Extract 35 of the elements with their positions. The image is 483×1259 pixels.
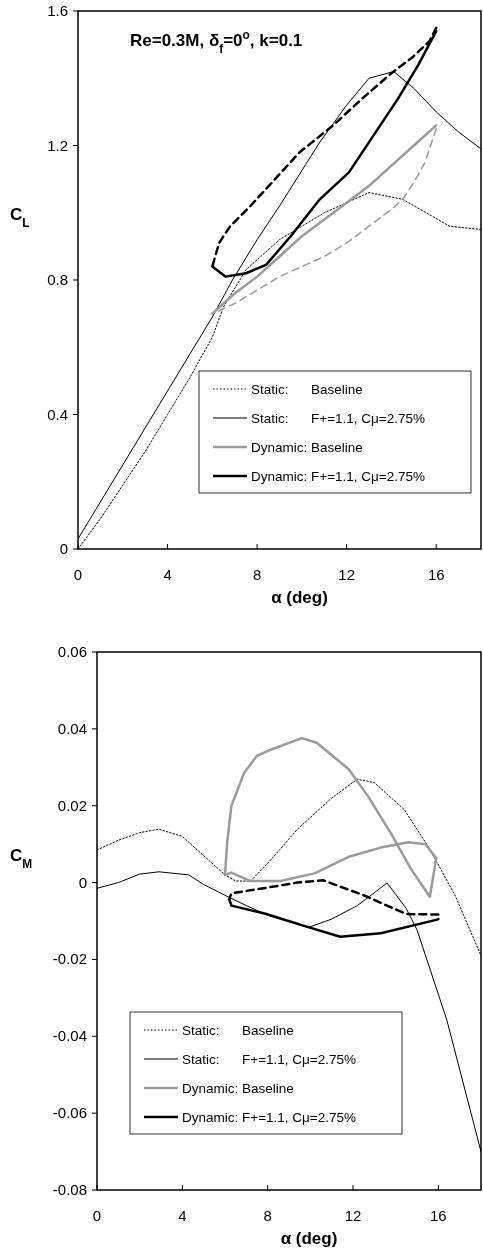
- y-tick-label: 1.6: [47, 2, 68, 19]
- legend-label: Dynamic: Baseline: [251, 440, 363, 455]
- legend-label: Static: F+=1.1, Cμ=2.75%: [251, 411, 425, 426]
- legend-label: Dynamic: F+=1.1, Cμ=2.75%: [251, 469, 425, 484]
- legend-label: Dynamic: Baseline: [182, 1081, 294, 1096]
- y-tick-label: -0.02: [52, 950, 87, 968]
- legend-label: Static: Baseline: [182, 1023, 294, 1038]
- y-tick-label: 0.04: [57, 719, 87, 737]
- y-tick-label: 0.06: [57, 643, 87, 660]
- legend-label: Static: F+=1.1, Cμ=2.75%: [182, 1052, 356, 1067]
- x-tick-label: 4: [178, 1207, 187, 1224]
- x-tick-label: 4: [163, 566, 172, 583]
- text: Re=0.3M, δ$_{f}$=0$^{o}$, k=0.1: [130, 28, 303, 56]
- x-tick-label: 16: [427, 566, 445, 583]
- legend-label: Dynamic: F+=1.1, Cμ=2.75%: [182, 1110, 356, 1125]
- y-tick-label: -0.04: [52, 1027, 87, 1045]
- y-tick-label: 0.4: [47, 405, 68, 423]
- x-axis-title: α (deg): [271, 588, 328, 607]
- y-tick-label: 0.8: [47, 271, 68, 288]
- x-tick-label: 0: [92, 1207, 102, 1224]
- y-tick-label: -0.08: [52, 1181, 87, 1198]
- y-tick-label: 0: [59, 540, 68, 557]
- x-tick-label: 16: [429, 1207, 447, 1224]
- x-axis-title: α (deg): [280, 1229, 338, 1248]
- legend-label: Static: Baseline: [251, 382, 363, 397]
- x-tick-label: 8: [263, 1207, 272, 1224]
- x-tick-label: 12: [344, 1207, 362, 1224]
- x-tick-label: 8: [252, 566, 262, 583]
- y-axis-title: C$_{L}$: [10, 205, 30, 230]
- y-axis-title: C$_{M}$: [10, 846, 33, 871]
- x-tick-label: 12: [338, 566, 356, 583]
- y-tick-label: -0.06: [52, 1104, 87, 1122]
- y-tick-label: 0.02: [57, 796, 87, 814]
- y-tick-label: 0: [78, 873, 87, 891]
- y-tick-label: 1.2: [47, 136, 68, 154]
